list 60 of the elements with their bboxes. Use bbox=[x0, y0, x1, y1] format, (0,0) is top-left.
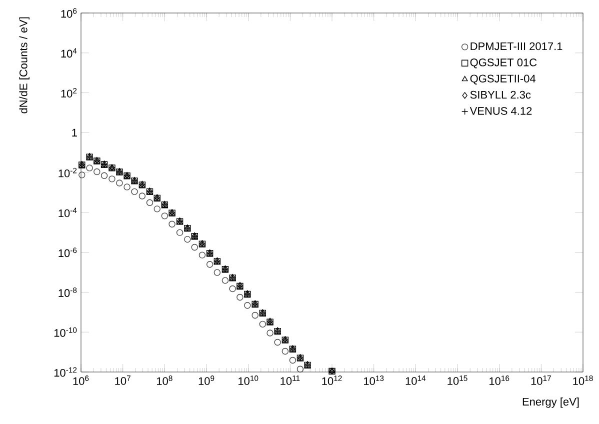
y-tick-label: 10$^{2}$ bbox=[61, 88, 77, 98]
x-tick-label: 10$^{18}$ bbox=[573, 376, 593, 385]
x-tick-label: 10$^{10}$ bbox=[238, 376, 258, 385]
y-tick-label: 10$^{-10}$ bbox=[54, 327, 77, 337]
x-tick-label: 10$^{8}$ bbox=[156, 376, 172, 385]
point bbox=[78, 172, 86, 178]
point bbox=[100, 172, 108, 179]
point bbox=[124, 184, 130, 190]
y-tick-label: 10$^{-2}$ bbox=[58, 168, 77, 178]
point bbox=[252, 312, 258, 319]
point bbox=[198, 252, 206, 258]
x-tick-label: 10$^{6}$ bbox=[73, 376, 89, 385]
point bbox=[168, 220, 176, 228]
x-tick-label: 10$^{17}$ bbox=[531, 376, 551, 385]
point bbox=[176, 229, 184, 236]
legend-label: QGSJETII-04 bbox=[470, 74, 536, 84]
x-tick-label: 10$^{13}$ bbox=[364, 376, 384, 385]
x-tick-label: 10$^{9}$ bbox=[198, 376, 214, 385]
point bbox=[161, 212, 168, 220]
x-axis-title: Energy [eV] bbox=[522, 398, 579, 408]
y-tick-label: 1 bbox=[72, 128, 77, 136]
point bbox=[206, 260, 214, 268]
point bbox=[222, 277, 229, 284]
x-tick-label: 10$^{15}$ bbox=[448, 376, 468, 385]
point bbox=[108, 176, 116, 182]
y-tick-label: 10$^{6}$ bbox=[61, 8, 77, 18]
y-tick-label: 10$^{-12}$ bbox=[54, 367, 77, 377]
point bbox=[282, 348, 289, 355]
legend-label: DPMJET-III 2017.1 bbox=[470, 42, 562, 50]
point bbox=[244, 302, 251, 309]
point bbox=[131, 188, 138, 196]
y-tick-label: 10$^{-6}$ bbox=[58, 248, 77, 258]
point bbox=[154, 206, 160, 212]
y-tick-label: 10$^{4}$ bbox=[61, 48, 77, 58]
legend-label: QGSJET 01C bbox=[470, 58, 537, 68]
legend-label: VENUS 4.12 bbox=[470, 107, 532, 115]
y-tick-label: 10$^{-8}$ bbox=[58, 287, 77, 297]
point bbox=[146, 199, 154, 206]
y-axis-title: dN/dE [Counts / eV] bbox=[19, 17, 30, 114]
point bbox=[214, 269, 221, 276]
x-tick-label: 10$^{12}$ bbox=[322, 376, 342, 385]
y-tick-label: 10$^{-4}$ bbox=[58, 208, 77, 218]
point bbox=[289, 356, 296, 364]
point bbox=[86, 164, 93, 172]
point bbox=[266, 330, 274, 336]
point bbox=[229, 285, 236, 292]
point bbox=[274, 338, 281, 346]
point bbox=[138, 192, 146, 200]
point bbox=[191, 244, 198, 251]
x-tick-label: 10$^{11}$ bbox=[280, 376, 300, 385]
point bbox=[184, 236, 191, 243]
x-tick-label: 10$^{7}$ bbox=[115, 376, 130, 385]
point bbox=[94, 168, 100, 176]
point bbox=[116, 180, 123, 186]
point bbox=[259, 320, 266, 328]
x-tick-label: 10$^{14}$ bbox=[406, 376, 426, 385]
point bbox=[236, 294, 244, 301]
point bbox=[296, 366, 304, 372]
x-tick-label: 10$^{16}$ bbox=[490, 376, 510, 385]
legend-label: SIBYLL 2.3c bbox=[470, 90, 531, 99]
